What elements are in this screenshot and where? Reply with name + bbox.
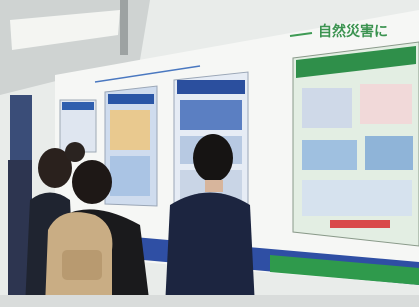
poster-figure bbox=[110, 156, 150, 196]
poster-header bbox=[108, 94, 154, 104]
poster-figure bbox=[365, 136, 413, 170]
person-head bbox=[193, 134, 233, 182]
person-head bbox=[72, 160, 112, 204]
poster-figure bbox=[302, 180, 412, 216]
poster-header bbox=[177, 80, 245, 94]
poster-figure bbox=[110, 110, 150, 150]
poster-figure bbox=[360, 84, 412, 124]
poster-figure bbox=[180, 100, 242, 130]
person-head bbox=[65, 142, 85, 162]
poster-figure bbox=[302, 88, 352, 128]
booth-heading: 自然災害に bbox=[318, 23, 388, 40]
person-body bbox=[165, 193, 255, 307]
backpack-pocket bbox=[62, 250, 102, 280]
pillar bbox=[120, 0, 128, 55]
photo: 自然災害に bbox=[0, 0, 419, 307]
floor bbox=[0, 295, 419, 307]
poster-header bbox=[62, 102, 94, 110]
poster-footer bbox=[330, 220, 390, 228]
poster-figure bbox=[302, 140, 357, 170]
person-neck bbox=[205, 180, 223, 192]
